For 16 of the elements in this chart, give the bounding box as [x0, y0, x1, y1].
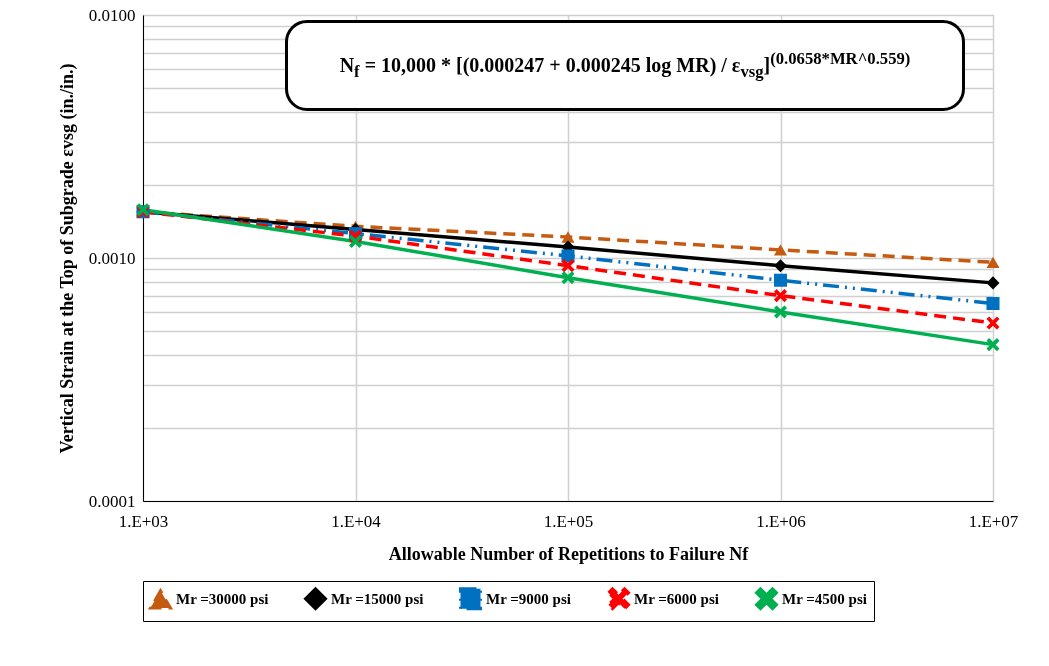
- y-tick-label: 0.0010: [88, 248, 136, 268]
- y-axis-title: Vertical Strain at the Top of Subgrade εvsg (in./in.): [56, 63, 78, 454]
- x-axis-title: Allowable Number of Repetitions to Failure Nf: [388, 543, 750, 564]
- x-tick-label: 1.E+03: [118, 511, 169, 531]
- legend-label: Mr =9000 psi: [486, 590, 571, 607]
- y-tick-label: 0.0100: [88, 5, 136, 25]
- x-tick-label: 1.E+06: [756, 511, 806, 531]
- x-tick-label: 1.E+05: [543, 511, 594, 531]
- legend-label: Mr =30000 psi: [176, 591, 269, 608]
- legend-label: Mr =15000 psi: [331, 590, 424, 607]
- equation-box: N$_{f}$ = 10,000 * [(0.000247 + 0.000245 log MR) / ε$_{vsg}$]$^{(0.0658*MR^0.559)}$: [285, 20, 965, 111]
- legend-label: Mr =6000 psi: [634, 590, 719, 607]
- legend-label: Mr =4500 psi: [782, 590, 867, 607]
- x-tick-label: 1.E+07: [968, 511, 1019, 531]
- y-tick-label: 0.0001: [88, 491, 136, 511]
- x-tick-label: 1.E+04: [331, 511, 382, 531]
